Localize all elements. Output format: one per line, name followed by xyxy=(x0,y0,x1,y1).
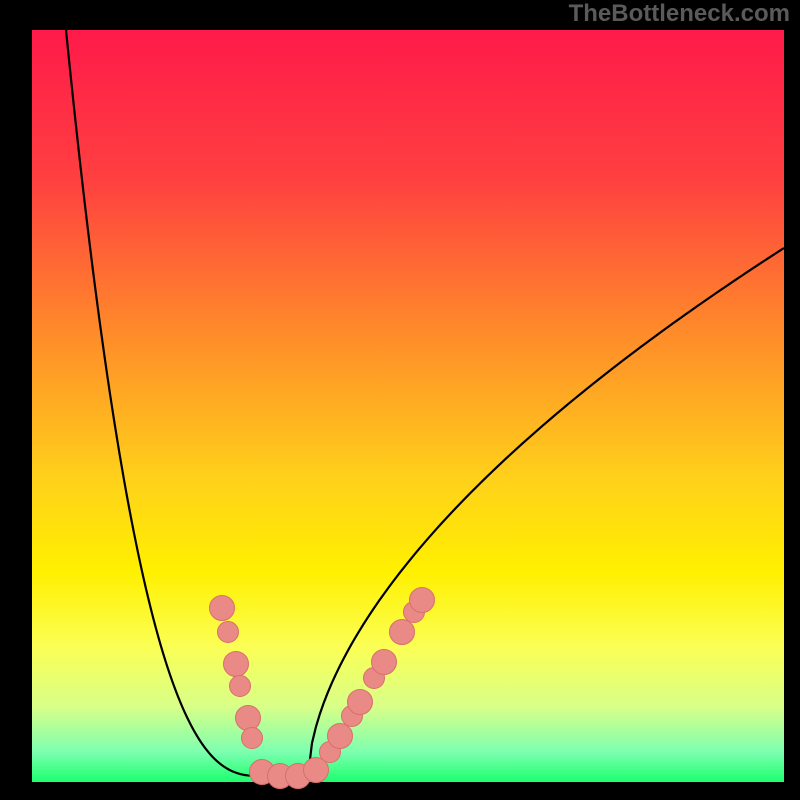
data-point xyxy=(241,727,263,749)
curve-path xyxy=(66,30,784,776)
data-point xyxy=(371,649,397,675)
data-point xyxy=(209,595,235,621)
watermark-text: TheBottleneck.com xyxy=(569,0,790,28)
plot-area xyxy=(32,30,784,782)
data-point xyxy=(217,621,239,643)
bottleneck-curve xyxy=(32,30,784,782)
chart-frame: TheBottleneck.com xyxy=(0,0,800,800)
data-point xyxy=(223,651,249,677)
data-point xyxy=(389,619,415,645)
data-point xyxy=(347,689,373,715)
data-point xyxy=(229,675,251,697)
data-point xyxy=(409,587,435,613)
data-point xyxy=(327,723,353,749)
